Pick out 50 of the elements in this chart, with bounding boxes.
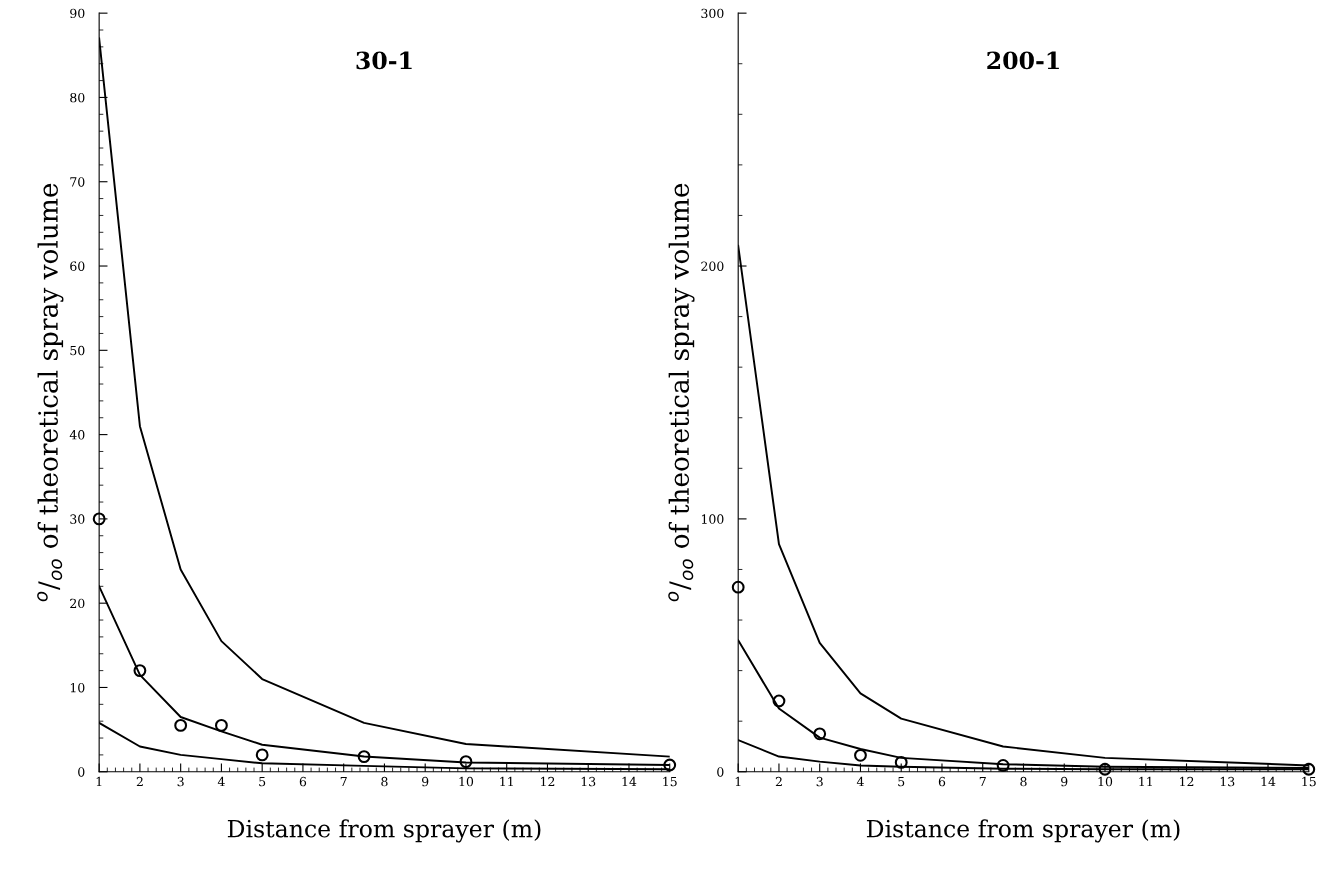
y-tick-label: 30	[70, 514, 85, 524]
x-tick-label: 3	[816, 776, 823, 787]
x-tick-label: 12	[1180, 776, 1194, 787]
x-tick-label: 4	[856, 776, 864, 787]
x-tick-label: 1	[96, 776, 102, 787]
x-tick-label: 7	[340, 777, 347, 787]
x-tick-label: 10	[1098, 776, 1113, 787]
x-tick-label: 6	[938, 776, 946, 787]
x-tick-label: 5	[259, 777, 266, 787]
x-tick-label: 2	[136, 776, 143, 787]
text: 30-1	[356, 51, 412, 70]
x-tick-label: 9	[422, 776, 429, 787]
y-tick-label: 40	[69, 430, 85, 440]
x-tick-label: 13	[581, 776, 596, 787]
x-tick-label: 8	[381, 776, 388, 787]
y-tick-label: 10	[70, 682, 85, 693]
y-tick-label: 80	[70, 92, 85, 103]
y-axis-title: $^{o}$/$_{oo}$ of theoretical spray volume	[37, 183, 64, 602]
x-tick-label: 14	[622, 776, 637, 787]
x-tick-label: 7	[979, 777, 986, 787]
y-axis-title: $^{o}$/$_{oo}$ of theoretical spray volume	[668, 183, 695, 602]
y-tick-label: 300	[701, 8, 724, 19]
x-tick-label: 2	[775, 776, 782, 787]
x-tick-label: 8	[1020, 776, 1027, 787]
x-tick-label: 10	[459, 776, 474, 787]
x-tick-label: 3	[177, 776, 184, 787]
x-tick-label: 11	[1139, 776, 1152, 787]
x-tick-label: 1	[735, 776, 741, 787]
text: 200-1	[987, 51, 1059, 70]
y-tick-label: 90	[70, 8, 85, 19]
x-axis-title: Distance from sprayer (m)	[227, 819, 541, 843]
y-tick-label: 0	[717, 767, 724, 777]
x-tick-label: 6	[299, 776, 307, 787]
y-tick-label: 0	[78, 767, 85, 777]
x-tick-label: 15	[663, 776, 677, 787]
x-tick-label: 4	[217, 776, 225, 787]
y-tick-label: 60	[70, 261, 85, 271]
y-tick-label: 20	[70, 598, 85, 609]
x-tick-label: 13	[1220, 776, 1235, 787]
y-tick-label: 200	[701, 261, 724, 271]
x-tick-label: 11	[500, 776, 513, 787]
y-tick-label: 70	[70, 177, 85, 187]
x-tick-label: 12	[541, 776, 555, 787]
y-tick-label: 100	[701, 514, 724, 524]
x-tick-label: 15	[1302, 776, 1316, 787]
x-tick-label: 5	[898, 777, 905, 787]
x-tick-label: 14	[1261, 776, 1276, 787]
x-tick-label: 9	[1061, 776, 1068, 787]
y-tick-label: 50	[70, 345, 85, 356]
x-axis-title: Distance from sprayer (m)	[866, 819, 1180, 843]
